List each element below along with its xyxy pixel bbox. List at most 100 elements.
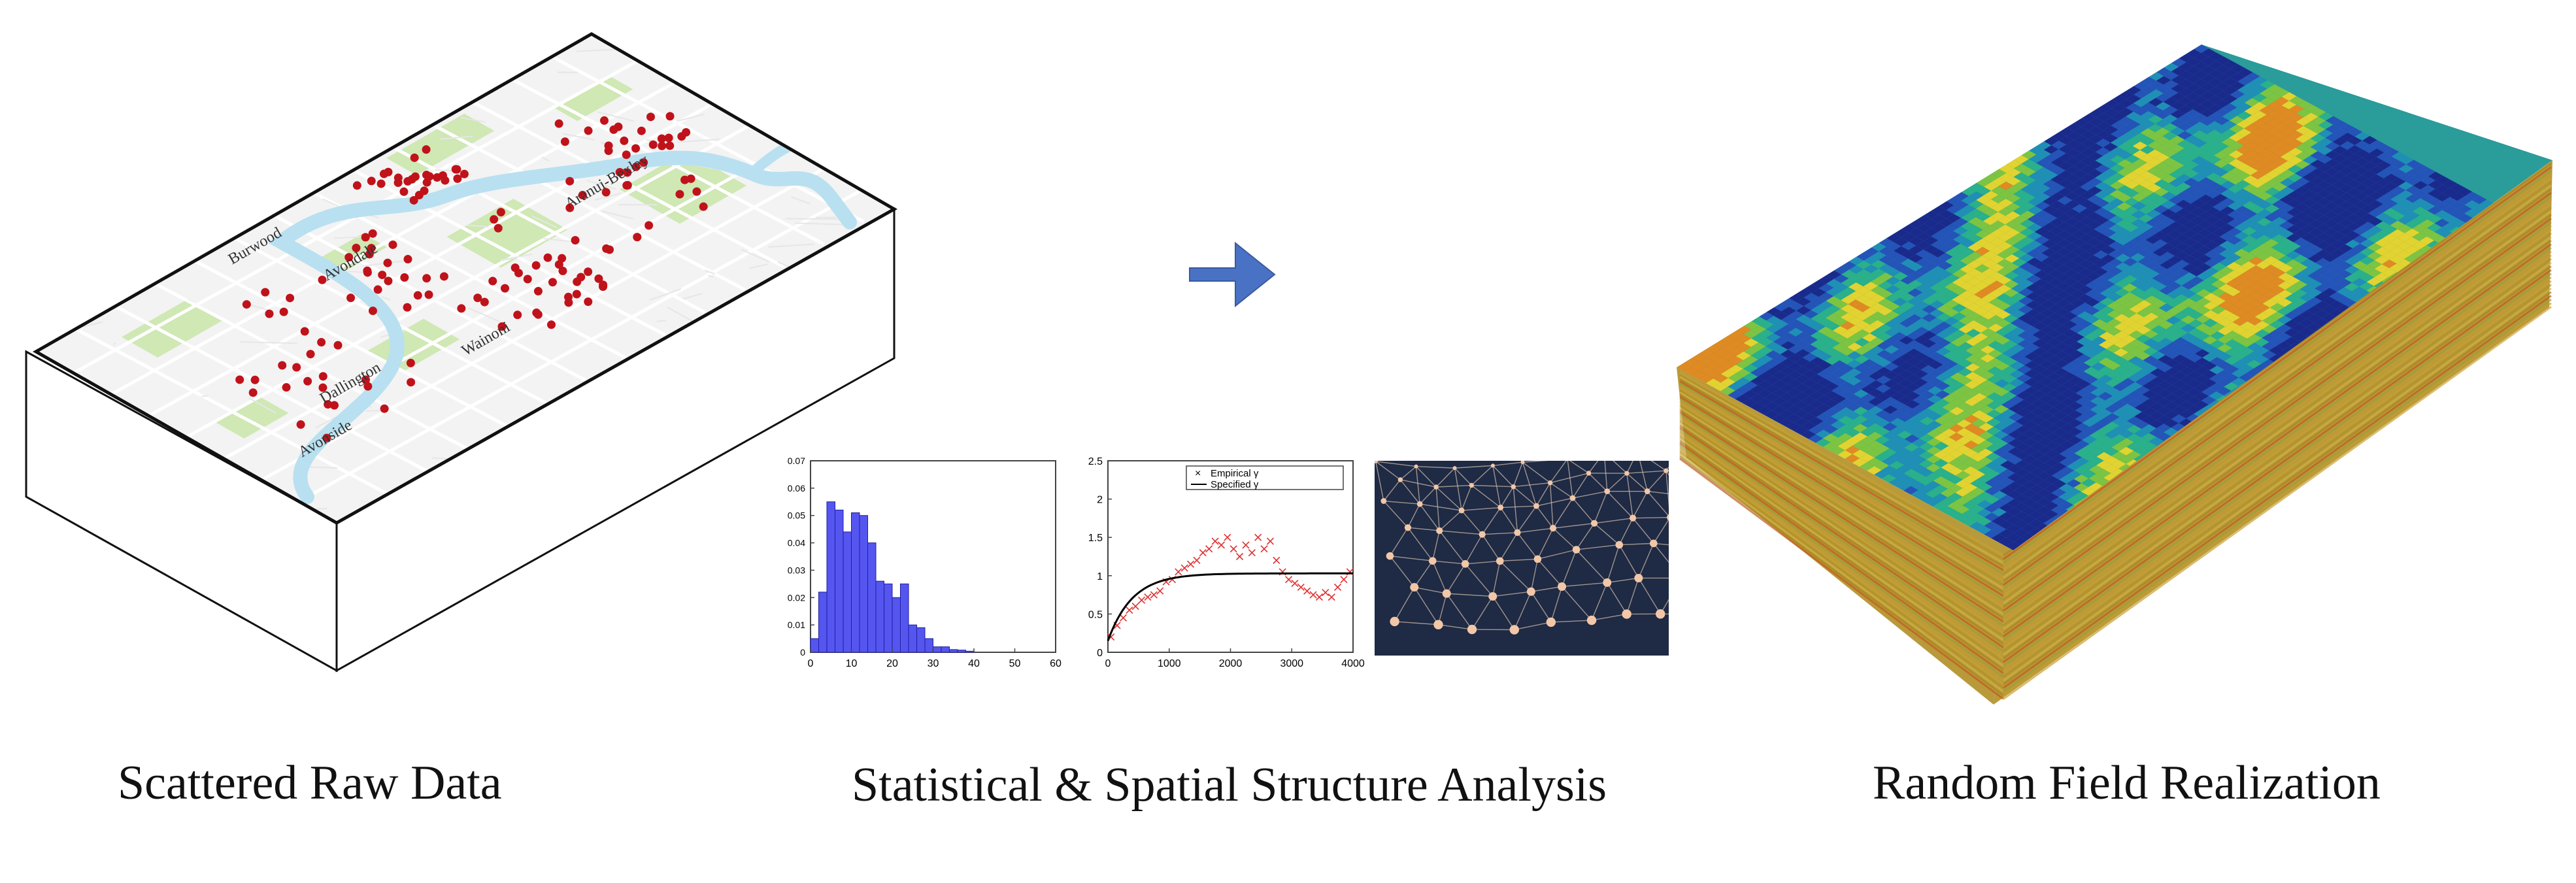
- field-cell: [2088, 117, 2104, 127]
- field-cell: [2107, 267, 2123, 276]
- field-cell: [2390, 229, 2405, 238]
- field-cell: [2224, 339, 2240, 348]
- field-cell: [2040, 325, 2055, 335]
- field-cell: [2301, 224, 2317, 233]
- field-cell: [2250, 144, 2266, 154]
- field-cell: [1825, 339, 1840, 348]
- field-cell: [1995, 336, 2011, 345]
- field-cell: [1736, 325, 1752, 335]
- field-cell: [2066, 140, 2081, 149]
- field-cell: [1979, 388, 1995, 397]
- field-cell: [2092, 293, 2107, 303]
- field-cell: [1877, 324, 1892, 333]
- field-cell: [2296, 108, 2311, 118]
- field-cell: [2239, 373, 2254, 382]
- field-cell: [1867, 440, 1882, 449]
- mesh-node: [1469, 482, 1474, 488]
- field-cell: [1996, 284, 2012, 293]
- field-cell: [1954, 514, 1970, 523]
- field-cell: [1946, 214, 1962, 223]
- field-cell: [2086, 203, 2102, 212]
- field-cell: [2008, 430, 2024, 439]
- field-cell: [2204, 250, 2220, 259]
- field-cell: [2198, 220, 2213, 229]
- field-cell: [2071, 256, 2086, 265]
- field-cell: [2020, 532, 2036, 541]
- field-cell: [2131, 210, 2147, 219]
- field-cell: [1699, 357, 1714, 367]
- field-cell: [2374, 273, 2389, 282]
- map-street: [656, 320, 666, 322]
- field-cell: [2359, 273, 2375, 282]
- field-cell: [2352, 226, 2368, 235]
- field-cell: [2022, 490, 2037, 499]
- data-point: [614, 122, 623, 131]
- field-cell: [2115, 288, 2130, 297]
- field-cell: [2124, 172, 2140, 181]
- field-cell: [2180, 341, 2196, 350]
- field-cell: [1862, 342, 1877, 351]
- field-cell: [1898, 405, 1913, 414]
- field-cell: [2181, 280, 2197, 290]
- field-cell: [2149, 402, 2165, 411]
- mesh-edge: [1399, 466, 1416, 480]
- field-cell: [2076, 371, 2091, 380]
- field-cell: [2132, 158, 2147, 167]
- field-cell: [2195, 331, 2211, 341]
- field-cell: [1961, 213, 1976, 222]
- field-cell: [2058, 484, 2074, 493]
- field-cell: [2146, 209, 2161, 218]
- field-cell: [1997, 259, 2012, 268]
- data-point: [644, 221, 654, 230]
- field-cell: [1758, 320, 1774, 329]
- field-cell: [1899, 336, 1915, 345]
- field-cell: [2007, 447, 2023, 456]
- field-cell: [1853, 398, 1869, 407]
- field-cell: [1893, 280, 1908, 290]
- field-cell: [2137, 274, 2152, 283]
- field-cell: [2279, 238, 2294, 247]
- field-cell: [2398, 216, 2413, 225]
- field-cell: [2115, 271, 2130, 280]
- field-stratum: [1679, 456, 2004, 696]
- mesh-edge: [1394, 587, 1415, 622]
- field-cell: [2128, 330, 2144, 339]
- field-cell: [2225, 305, 2241, 314]
- field-cell: [2252, 76, 2267, 85]
- field-cell: [2286, 216, 2301, 225]
- field-cell: [2080, 182, 2095, 192]
- mesh-edge: [1650, 461, 1667, 471]
- field-cell: [1803, 327, 1818, 336]
- field-cell: [2243, 184, 2258, 193]
- field-cell: [1947, 492, 1963, 501]
- field-cell: [1765, 376, 1781, 385]
- field-cell: [1882, 422, 1898, 431]
- field-cell: [2324, 184, 2339, 193]
- field-cell: [1899, 310, 1915, 319]
- field-cell: [2011, 258, 2027, 267]
- map-park: [318, 233, 387, 273]
- field-cell: [2117, 176, 2132, 186]
- field-cell: [2367, 252, 2383, 261]
- histogram-bar: [924, 638, 933, 653]
- field-cell: [2138, 240, 2153, 249]
- field-cell: [2151, 308, 2167, 317]
- field-cell: [1945, 231, 1961, 240]
- field-cell: [1949, 441, 1964, 450]
- field-cell: [2122, 309, 2137, 318]
- field-cell: [2149, 428, 2164, 437]
- data-point: [665, 141, 675, 150]
- field-cell: [2307, 314, 2322, 323]
- field-cell: [1765, 384, 1780, 393]
- field-cell: [1882, 457, 1897, 466]
- field-cell: [2200, 74, 2216, 83]
- field-cell: [2048, 278, 2064, 287]
- histogram-y-tick-label: 0.04: [788, 538, 805, 548]
- field-cell: [2067, 453, 2082, 462]
- field-cell: [2017, 339, 2033, 348]
- field-cell: [1955, 471, 1971, 480]
- field-cell: [2191, 173, 2207, 182]
- data-point: [352, 181, 361, 190]
- field-cell: [1980, 362, 1995, 371]
- field-cell: [1848, 256, 1864, 265]
